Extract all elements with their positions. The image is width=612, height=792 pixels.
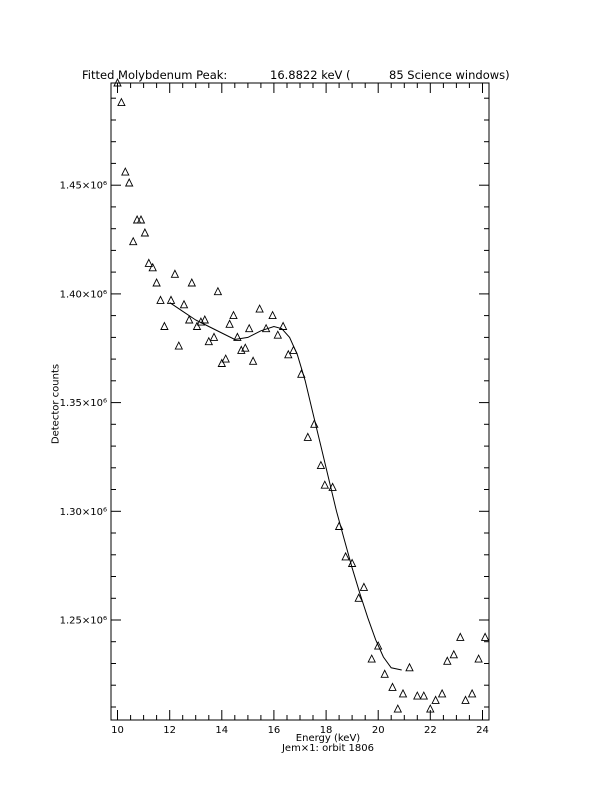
x-tick-label: 10 bbox=[111, 725, 124, 736]
data-point bbox=[303, 432, 313, 441]
data-point bbox=[354, 593, 363, 602]
x-tick-label: 24 bbox=[476, 725, 489, 736]
data-point bbox=[140, 227, 150, 237]
data-point bbox=[229, 310, 238, 320]
data-point bbox=[289, 345, 298, 354]
data-point bbox=[204, 336, 214, 346]
data-point bbox=[209, 332, 219, 341]
x-tick-label: 22 bbox=[424, 725, 437, 736]
data-point bbox=[166, 295, 176, 304]
x-tick-label: 16 bbox=[268, 725, 281, 736]
data-point bbox=[278, 321, 288, 330]
data-point bbox=[437, 688, 447, 698]
data-point bbox=[179, 299, 189, 309]
data-point bbox=[174, 341, 184, 350]
data-point bbox=[237, 345, 246, 354]
data-point bbox=[316, 460, 326, 470]
data-point bbox=[284, 349, 293, 359]
y-tick-label: 1.25×10⁶ bbox=[60, 615, 107, 626]
data-point bbox=[449, 649, 459, 659]
data-point bbox=[221, 354, 230, 363]
data-point bbox=[426, 704, 435, 713]
data-point bbox=[388, 682, 397, 691]
data-point bbox=[413, 691, 422, 700]
x-tick-label: 14 bbox=[215, 725, 228, 736]
data-point bbox=[474, 654, 483, 663]
data-point bbox=[255, 304, 264, 313]
data-point bbox=[148, 262, 157, 272]
data-point bbox=[373, 641, 383, 650]
y-axis-label: Detector counts bbox=[50, 363, 62, 445]
data-point bbox=[261, 323, 271, 333]
data-points bbox=[113, 77, 490, 713]
chart-title-windows: 85 Science windows) bbox=[389, 68, 510, 82]
data-point bbox=[184, 314, 194, 324]
data-point bbox=[367, 654, 376, 663]
data-point bbox=[200, 314, 210, 324]
data-point bbox=[359, 582, 369, 591]
data-point bbox=[334, 521, 344, 530]
data-point bbox=[393, 704, 403, 713]
data-point bbox=[268, 310, 277, 320]
data-point bbox=[310, 419, 319, 428]
data-point bbox=[405, 662, 414, 672]
axis-tick-labels: 10 12 14 16 18 20 22 24 1.25×10⁶ 1.30×10⁶ 1.35×10⁶… bbox=[60, 181, 489, 736]
data-point bbox=[419, 691, 429, 700]
data-point bbox=[328, 482, 337, 491]
data-point bbox=[480, 632, 490, 641]
data-point bbox=[233, 332, 242, 341]
data-point bbox=[156, 295, 165, 304]
x-tick-label: 18 bbox=[320, 725, 333, 736]
footer-label: Jem×1: orbit 1806 bbox=[281, 743, 375, 754]
data-point bbox=[144, 258, 154, 267]
data-point bbox=[273, 330, 283, 339]
y-tick-label: 1.40×10⁶ bbox=[60, 289, 107, 300]
data-point bbox=[248, 356, 258, 365]
data-point bbox=[398, 688, 408, 698]
data-point bbox=[241, 343, 250, 352]
data-point bbox=[152, 277, 161, 287]
data-point bbox=[124, 177, 134, 187]
data-point bbox=[244, 323, 254, 333]
chart-title-energy: 16.8822 keV ( bbox=[270, 68, 351, 82]
axis-ticks bbox=[111, 83, 489, 720]
y-tick-label: 1.45×10⁶ bbox=[60, 181, 107, 192]
data-point bbox=[467, 688, 477, 698]
data-point bbox=[128, 236, 138, 246]
data-point bbox=[456, 632, 465, 641]
data-point bbox=[170, 269, 180, 278]
data-point bbox=[121, 167, 130, 176]
x-tick-label: 20 bbox=[372, 725, 385, 736]
data-point bbox=[117, 97, 126, 107]
data-point bbox=[431, 695, 440, 704]
data-point bbox=[196, 317, 206, 326]
x-axis-label: Energy (keV) bbox=[295, 733, 361, 744]
data-point bbox=[213, 286, 223, 296]
data-point bbox=[320, 480, 330, 489]
x-tick-label: 12 bbox=[163, 725, 176, 736]
data-point bbox=[341, 551, 350, 561]
data-point bbox=[136, 214, 146, 224]
data-point bbox=[113, 77, 122, 87]
data-point bbox=[160, 321, 169, 330]
data-point bbox=[297, 369, 306, 378]
data-point bbox=[380, 669, 389, 678]
chart-title: Fitted Molybdenum Peak: 16.8822 keV ( 85… bbox=[0, 68, 612, 84]
data-point bbox=[217, 358, 227, 367]
data-point bbox=[347, 558, 357, 567]
y-tick-label: 1.30×10⁶ bbox=[60, 507, 107, 518]
data-point bbox=[225, 319, 234, 328]
data-point bbox=[461, 695, 470, 704]
data-point bbox=[443, 656, 452, 665]
data-point bbox=[192, 321, 202, 330]
plot-frame bbox=[110, 82, 490, 721]
chart-title-prefix: Fitted Molybdenum Peak: bbox=[82, 68, 228, 82]
y-tick-label: 1.35×10⁶ bbox=[60, 398, 107, 409]
data-point bbox=[187, 277, 197, 287]
fit-line bbox=[169, 302, 402, 671]
